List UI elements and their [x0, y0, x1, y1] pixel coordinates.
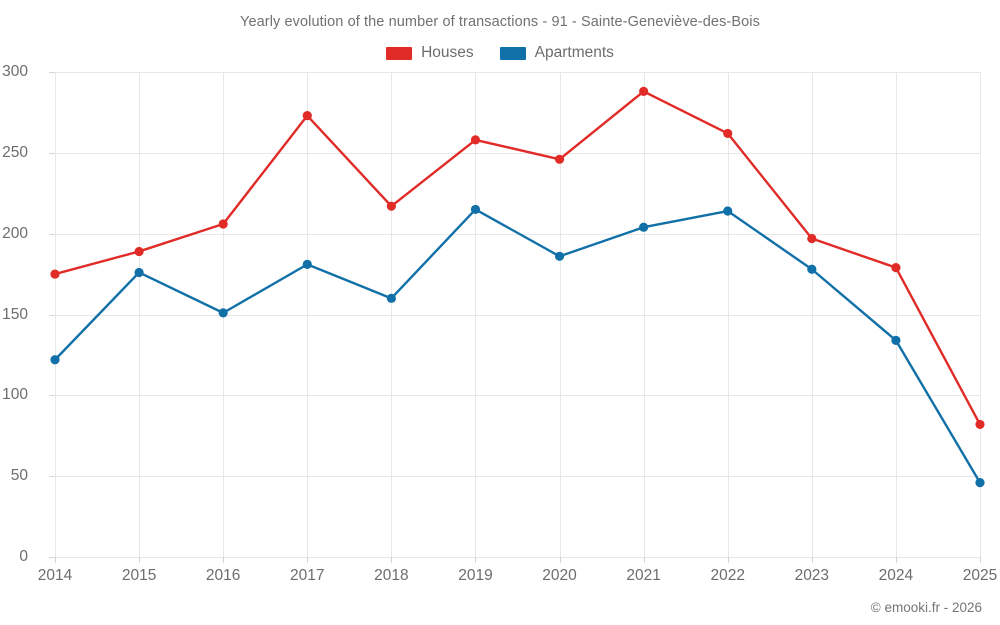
- gridline-horizontal: [55, 314, 980, 316]
- data-point[interactable]: [470, 135, 481, 145]
- legend-label-houses: Houses: [421, 44, 474, 61]
- x-axis-tick-mark: [811, 557, 813, 563]
- data-point[interactable]: [134, 267, 144, 278]
- gridline-vertical: [895, 72, 897, 557]
- data-point[interactable]: [302, 111, 312, 121]
- y-axis-tick-label: 250: [2, 143, 28, 161]
- y-axis-tick-mark: [49, 72, 55, 73]
- data-point[interactable]: [554, 154, 565, 164]
- x-axis-tick-label: 2014: [37, 567, 73, 584]
- x-axis-tick-label: 2018: [374, 567, 409, 584]
- series-layer: [50, 86, 985, 488]
- chart-title: Yearly evolution of the number of transa…: [240, 14, 760, 30]
- x-axis-tick-label: 2017: [290, 567, 325, 584]
- data-point[interactable]: [470, 204, 481, 215]
- gridline-horizontal: [55, 152, 980, 154]
- x-axis-tick-label: 2020: [542, 567, 577, 584]
- y-axis-tick-mark: [49, 395, 55, 397]
- data-point[interactable]: [807, 264, 817, 274]
- gridline-horizontal: [55, 476, 980, 478]
- x-axis-tick-mark: [391, 557, 393, 563]
- series-line: [53, 208, 982, 484]
- x-axis-tick-label: 2019: [458, 567, 493, 584]
- gridline-vertical: [559, 72, 561, 557]
- x-axis-tick-label: 2015: [121, 567, 157, 584]
- gridline-vertical: [727, 72, 729, 557]
- data-point[interactable]: [723, 206, 733, 216]
- x-axis-tick-label: 2016: [205, 567, 241, 584]
- data-point[interactable]: [134, 246, 144, 257]
- series-houses: [50, 86, 985, 430]
- data-point[interactable]: [50, 269, 60, 279]
- legend-item-apartments[interactable]: Apartments: [499, 44, 614, 62]
- data-point[interactable]: [975, 419, 985, 430]
- legend-swatch-houses: [386, 46, 413, 60]
- gridline-vertical: [811, 72, 813, 557]
- x-axis-tick-mark: [139, 557, 141, 563]
- x-axis-tick-mark: [223, 557, 225, 563]
- x-axis-tick-mark: [307, 557, 309, 563]
- data-point[interactable]: [50, 355, 60, 365]
- data-point[interactable]: [975, 478, 985, 488]
- y-axis-tick-label: 0: [19, 548, 28, 565]
- legend-item-houses[interactable]: Houses: [386, 44, 474, 62]
- data-point[interactable]: [218, 308, 228, 318]
- gridline-vertical: [55, 72, 56, 557]
- legend-label-apartments: Apartments: [534, 44, 614, 61]
- x-axis-tick-label: 2021: [626, 567, 661, 584]
- y-axis-tick-mark: [49, 152, 55, 154]
- gridline-horizontal: [55, 72, 980, 73]
- gridline-vertical: [391, 72, 393, 557]
- data-point[interactable]: [891, 263, 901, 273]
- chart-legend: Houses Apartments: [0, 44, 1000, 62]
- chart-credit: © emooki.fr - 2026: [870, 600, 982, 615]
- x-axis-tick-mark: [475, 557, 477, 563]
- gridline-vertical: [139, 72, 141, 557]
- legend-swatch-apartments: [499, 46, 526, 60]
- data-point[interactable]: [302, 259, 312, 269]
- y-axis-tick-mark: [49, 557, 55, 558]
- data-point[interactable]: [218, 219, 228, 229]
- x-axis-tick-label: 2022: [710, 567, 745, 584]
- series-line: [53, 90, 982, 426]
- gridline-vertical: [307, 72, 309, 557]
- x-axis-tick-mark: [559, 557, 561, 563]
- x-axis-tick-label: 2024: [878, 567, 914, 584]
- y-axis-tick-label: 300: [2, 63, 28, 80]
- gridline-horizontal: [55, 395, 980, 397]
- x-axis-tick-mark: [727, 557, 729, 563]
- data-point[interactable]: [386, 293, 396, 303]
- y-axis-tick-mark: [49, 314, 55, 316]
- data-point[interactable]: [554, 251, 565, 261]
- gridline-vertical: [643, 72, 645, 557]
- x-axis-tick-mark: [55, 557, 56, 563]
- data-point[interactable]: [386, 201, 396, 211]
- data-point[interactable]: [639, 86, 649, 96]
- y-axis-tick-label: 200: [2, 224, 28, 242]
- data-point[interactable]: [723, 128, 733, 139]
- gridline-horizontal: [55, 557, 980, 558]
- y-axis-tick-label: 150: [2, 305, 28, 323]
- data-point[interactable]: [891, 335, 901, 345]
- y-axis-tick-label: 50: [10, 467, 28, 485]
- gridline-vertical: [475, 72, 477, 557]
- data-point[interactable]: [807, 233, 817, 244]
- x-axis-tick-label: 2025: [962, 567, 998, 584]
- gridline-vertical: [980, 72, 981, 557]
- data-point[interactable]: [639, 222, 649, 232]
- y-axis-tick-mark: [49, 233, 55, 235]
- y-axis-tick-label: 100: [2, 386, 28, 404]
- x-axis-tick-mark: [643, 557, 645, 563]
- plot-area: 0 50 100 150 200 250 300 2014 2015 2016 2017 2018 20…: [2, 63, 997, 584]
- x-axis-tick-label: 2023: [794, 567, 830, 584]
- series-apartments: [50, 204, 985, 488]
- y-axis-tick-mark: [49, 476, 55, 478]
- x-axis-tick-mark: [895, 557, 897, 563]
- x-axis-tick-mark: [980, 557, 981, 563]
